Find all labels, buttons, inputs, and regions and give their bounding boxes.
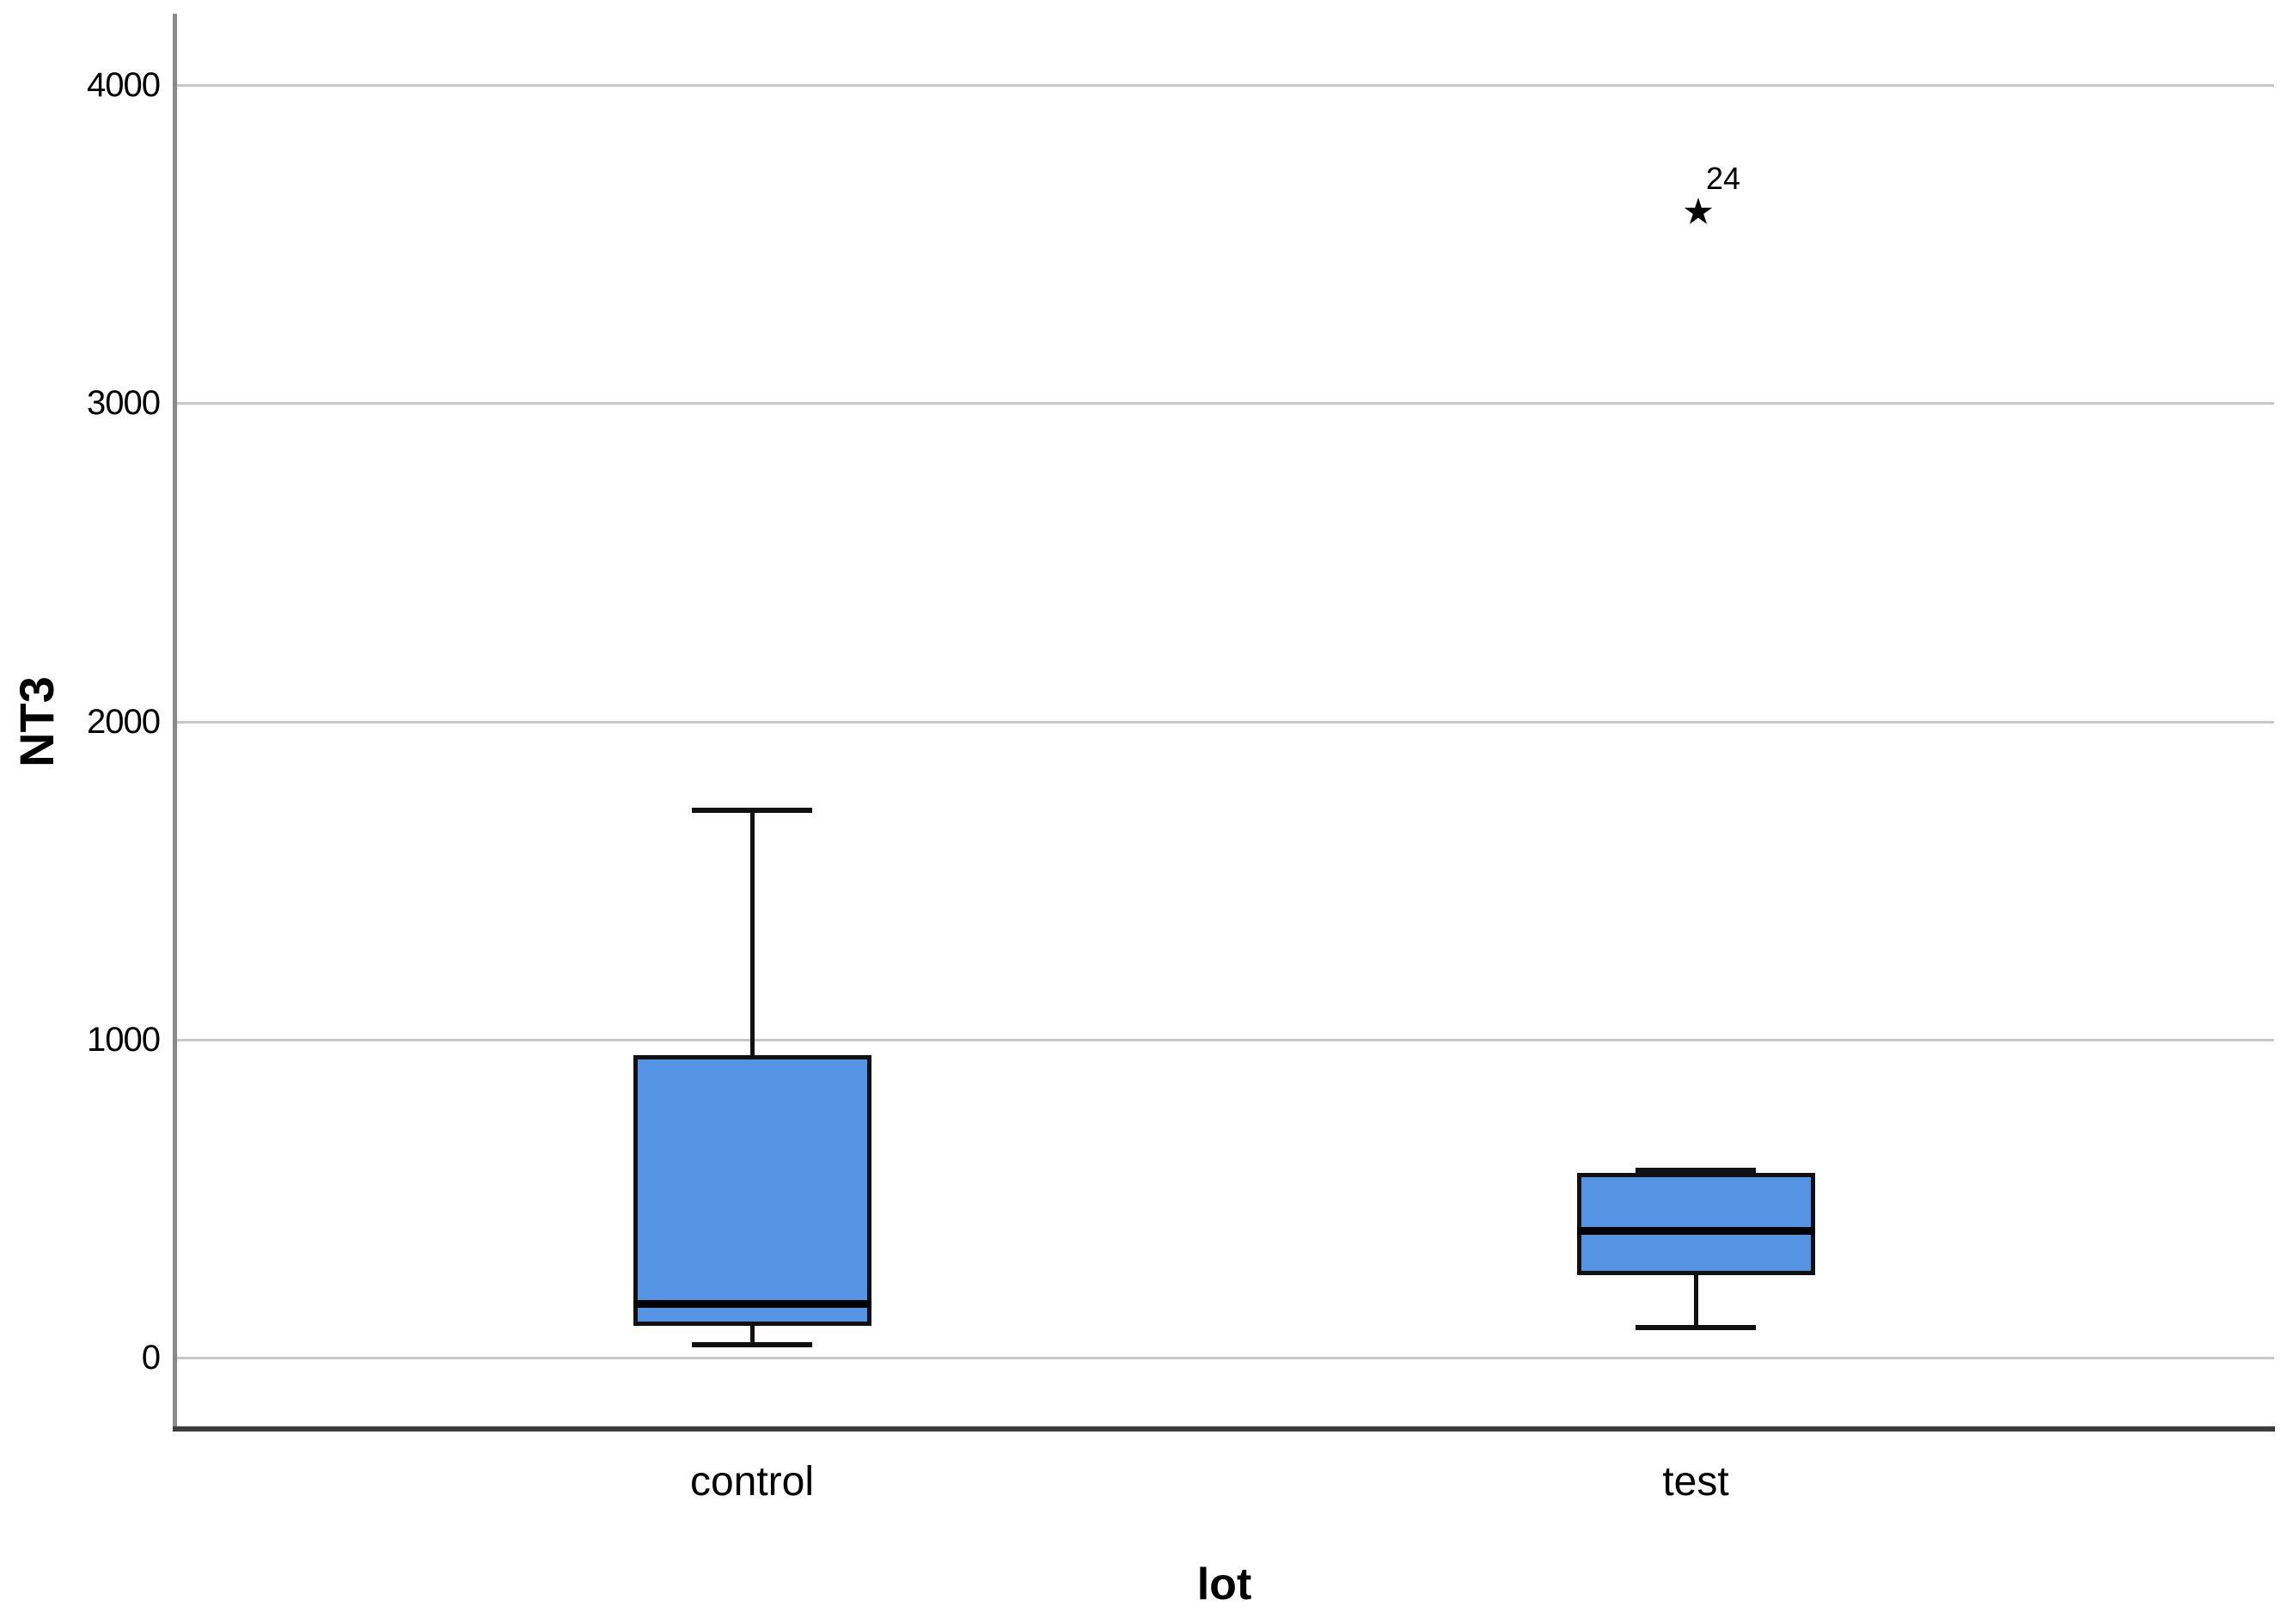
outlier-star-icon (1683, 197, 1714, 228)
lower-whisker (1694, 1274, 1698, 1328)
upper-whisker-cap (692, 808, 812, 814)
gridline (177, 1038, 2274, 1041)
x-axis-line (173, 1426, 2275, 1432)
y-axis-title: NT3 (9, 676, 64, 767)
box-rect (1576, 1173, 1815, 1275)
outlier-label: 24 (1706, 161, 1741, 197)
y-axis-line (173, 14, 177, 1429)
category-label: test (1662, 1459, 1729, 1505)
gridline (177, 402, 2274, 406)
gridline (177, 84, 2274, 87)
y-tick-label: 2000 (87, 702, 161, 741)
y-tick-label: 4000 (87, 66, 161, 104)
median-line (633, 1300, 871, 1309)
upper-whisker (750, 810, 755, 1056)
y-tick-label: 3000 (87, 384, 161, 423)
median-line (1576, 1226, 1815, 1235)
gridline (177, 720, 2274, 723)
y-tick-label: 1000 (87, 1020, 161, 1059)
lower-whisker-cap (1636, 1324, 1756, 1330)
x-axis-title: lot (1196, 1560, 1252, 1609)
upper-whisker-cap (1636, 1167, 1756, 1173)
box-rect (633, 1055, 871, 1326)
gridline (177, 1357, 2274, 1359)
lower-whisker-cap (692, 1342, 812, 1348)
category-label: control (689, 1459, 815, 1505)
y-tick-label: 0 (141, 1339, 161, 1377)
lower-whisker (750, 1325, 755, 1346)
